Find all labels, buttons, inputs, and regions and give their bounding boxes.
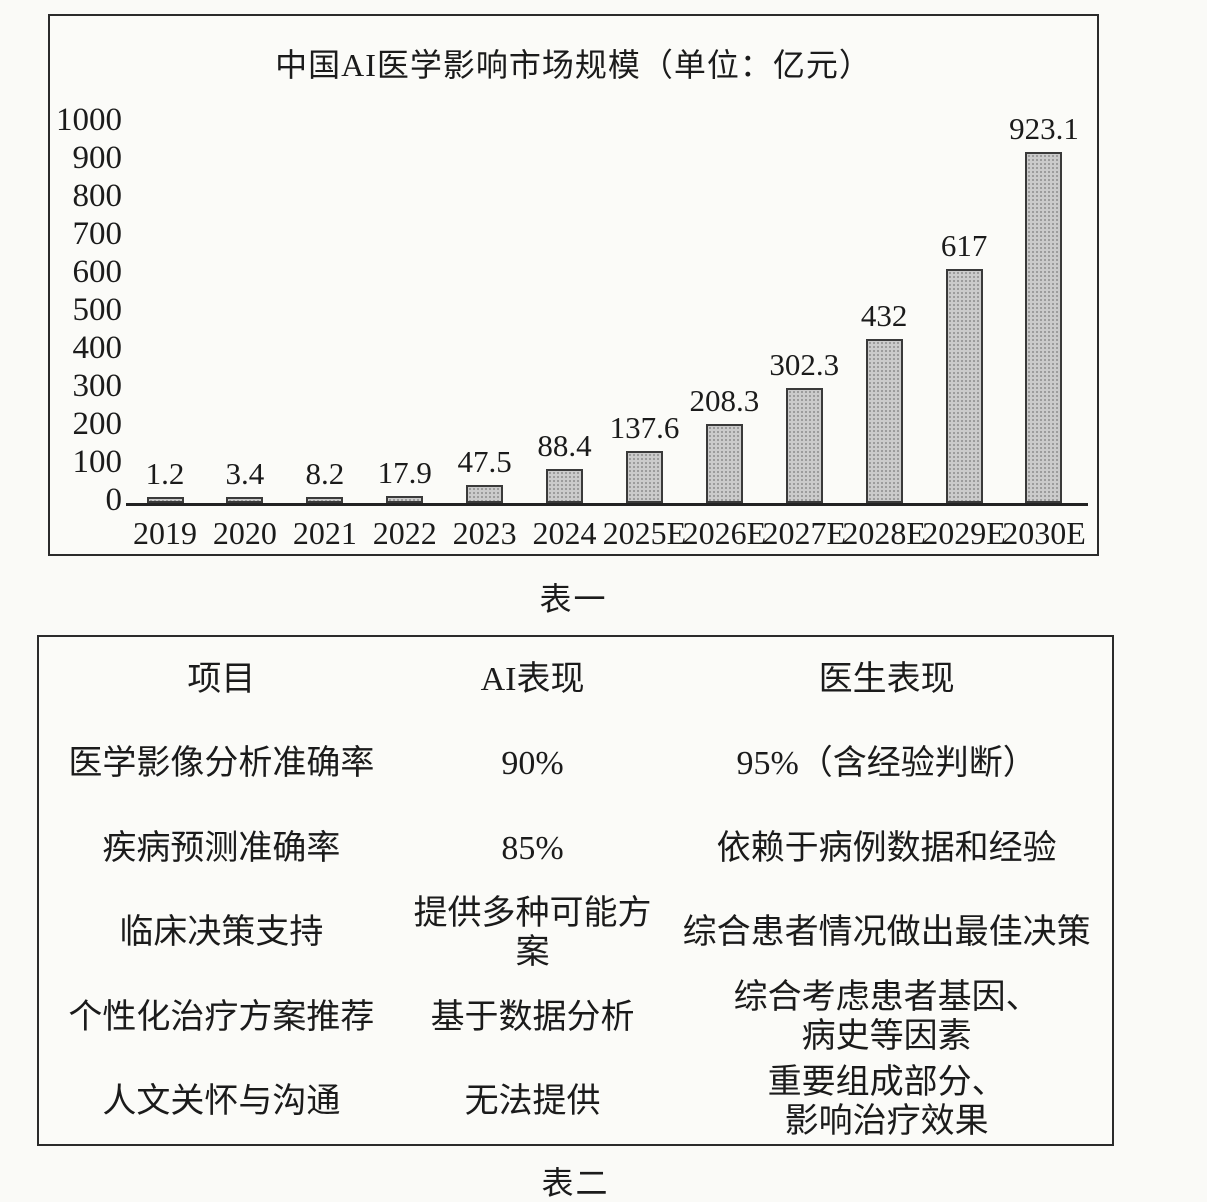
table-cell: 综合考虑患者基因、 病史等因素 bbox=[733, 979, 1040, 1056]
x-tick-label: 2028E bbox=[842, 515, 926, 551]
table-cell: 90% bbox=[501, 745, 564, 783]
table-cell: 疾病预测准确率 bbox=[102, 829, 341, 867]
table-caption: 表二 bbox=[541, 1165, 610, 1201]
table-cell: 依赖于病例数据和经验 bbox=[716, 829, 1057, 867]
chart-title: 中国AI医学影响市场规模（单位：亿元） bbox=[275, 47, 872, 83]
bar-2027E bbox=[785, 388, 823, 503]
x-tick-label: 2019 bbox=[133, 515, 197, 551]
y-tick-label: 1000 bbox=[56, 102, 122, 138]
x-tick-label: 2023 bbox=[452, 515, 517, 551]
table-cell: 无法提供 bbox=[464, 1083, 601, 1121]
y-tick-label: 100 bbox=[72, 444, 123, 480]
ai-vs-doctor-table: 项目 AI表现 医生表现医学影像分析准确率 90% 95%（含经验判断） 疾病预测准确率 8… bbox=[37, 635, 1114, 1146]
bar-value-label: 17.9 bbox=[377, 455, 432, 491]
table-cell: 医学影像分析准确率 bbox=[68, 745, 375, 783]
y-tick-label: 0 bbox=[105, 482, 123, 518]
bar-value-label: 8.2 bbox=[305, 456, 345, 491]
bar-2021 bbox=[306, 497, 344, 503]
y-tick-label: 300 bbox=[72, 368, 123, 404]
y-tick-label: 900 bbox=[72, 140, 123, 176]
bar-value-label: 302.3 bbox=[769, 347, 840, 383]
chart-caption: 表一 bbox=[539, 581, 608, 617]
y-tick-label: 400 bbox=[72, 330, 123, 366]
bar-2030E bbox=[1025, 152, 1063, 503]
x-tick-label: 2022 bbox=[372, 515, 437, 551]
y-tick-label: 600 bbox=[72, 254, 123, 290]
table-cell: 人文关怀与沟通 bbox=[102, 1083, 341, 1121]
bar-2025E bbox=[625, 450, 663, 503]
bar-value-label: 137.6 bbox=[609, 409, 680, 445]
bar-value-label: 47.5 bbox=[457, 443, 512, 479]
bar-2020 bbox=[226, 497, 264, 503]
table-cell: 基于数据分析 bbox=[430, 998, 635, 1036]
table-header-cell: AI表现 bbox=[480, 660, 585, 698]
y-tick-label: 200 bbox=[72, 406, 123, 442]
y-tick-label: 500 bbox=[72, 292, 123, 328]
bar-value-label: 1.2 bbox=[145, 456, 185, 491]
bar-value-label: 208.3 bbox=[689, 382, 760, 418]
x-tick-label: 2029E bbox=[922, 515, 1006, 551]
table-cell: 提供多种可能方案 bbox=[413, 894, 652, 971]
bar-2026E bbox=[705, 423, 743, 503]
x-tick-label: 2030E bbox=[1002, 515, 1086, 551]
table-cell: 重要组成部分、 影响治疗效果 bbox=[767, 1063, 1006, 1140]
table-cell: 个性化治疗方案推荐 bbox=[68, 998, 375, 1036]
table-header-cell: 项目 bbox=[187, 660, 256, 698]
x-tick-label: 2026E bbox=[682, 515, 767, 551]
bar-value-label: 88.4 bbox=[537, 428, 592, 464]
bar-value-label: 923.1 bbox=[1009, 111, 1079, 147]
bar-value-label: 3.4 bbox=[225, 456, 265, 491]
table-cell: 85% bbox=[501, 829, 564, 867]
x-tick-label: 2024 bbox=[532, 515, 597, 551]
x-tick-label: 2025E bbox=[602, 515, 687, 551]
y-tick-label: 800 bbox=[72, 178, 123, 214]
bar-value-label: 432 bbox=[860, 297, 908, 333]
market-size-bar-chart: 中国AI医学影响市场规模（单位：亿元） 1000 900 800 700 600 500 4… bbox=[48, 14, 1099, 556]
y-tick-label: 700 bbox=[72, 216, 123, 252]
table-cell: 综合患者情况做出最佳决策 bbox=[682, 914, 1091, 952]
x-axis-line bbox=[126, 503, 1088, 506]
table-cell: 95%（含经验判断） bbox=[736, 745, 1037, 783]
table-cell: 临床决策支持 bbox=[119, 914, 324, 952]
bar-value-label: 617 bbox=[940, 227, 988, 263]
table-header-cell: 医生表现 bbox=[818, 660, 955, 698]
bar-2028E bbox=[865, 338, 903, 503]
bar-2022 bbox=[386, 496, 424, 503]
bar-2029E bbox=[945, 268, 983, 503]
bar-2023 bbox=[466, 484, 504, 503]
bar-2024 bbox=[546, 469, 584, 503]
x-tick-label: 2027E bbox=[762, 515, 847, 551]
x-tick-label: 2021 bbox=[292, 515, 357, 551]
x-tick-label: 2020 bbox=[212, 515, 277, 551]
bar-2019 bbox=[146, 497, 184, 503]
